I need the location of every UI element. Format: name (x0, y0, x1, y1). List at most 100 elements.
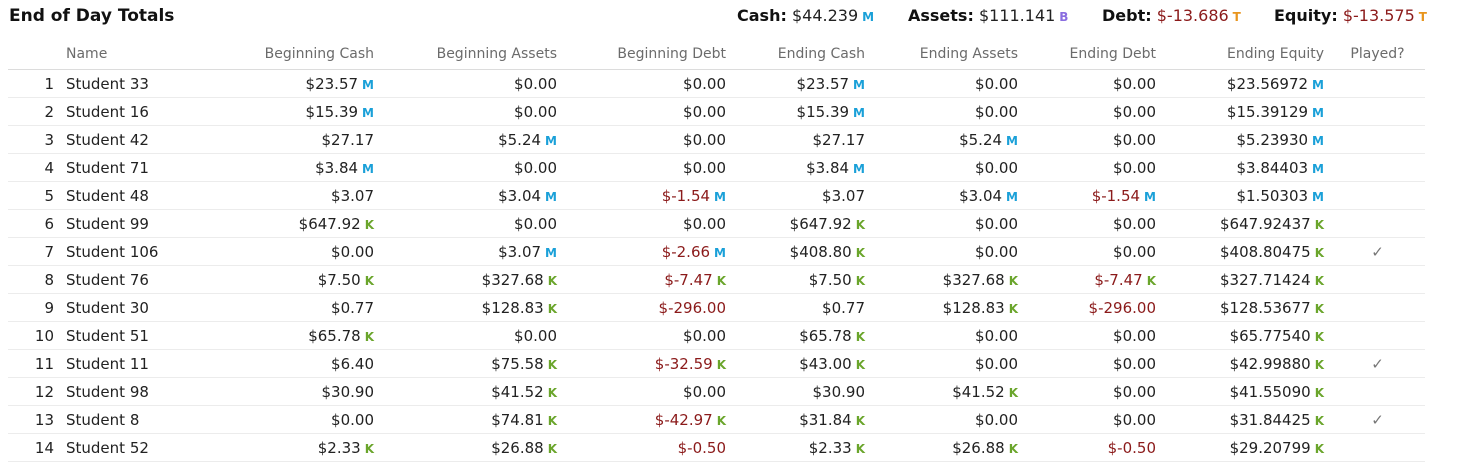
cell-beginning-assets-value: $128.83 (481, 298, 544, 317)
cell-played: ✓ (1330, 237, 1425, 266)
cell-ending-equity-mark: K (1314, 441, 1324, 456)
column-header-name[interactable]: Name (60, 38, 190, 70)
cell-student-name: Student 71 (60, 153, 190, 182)
table-row[interactable]: 2 Student 16 $15.39 M $0.00 $0.00 $15.39 M $0.00… (8, 97, 1425, 126)
summary-cash-label: Cash: (737, 6, 787, 25)
cell-ending-cash: $7.50 K (732, 265, 871, 294)
cell-beginning-debt-value: $-32.59 (654, 354, 713, 373)
cell-beginning-assets-value: $75.58 (491, 354, 544, 373)
table-row[interactable]: 14 Student 52 $2.33 K $26.88 K $-0.50 $2.33 K $26… (8, 433, 1425, 462)
cell-row-number: 6 (8, 209, 60, 238)
cell-beginning-debt: $-32.59 K (563, 349, 732, 378)
cell-ending-cash: $0.77 (732, 293, 871, 322)
cell-student-name: Student 76 (60, 265, 190, 294)
column-header-beginning-cash[interactable]: Beginning Cash (190, 38, 380, 70)
cell-beginning-assets-mark: K (547, 301, 557, 316)
cell-ending-equity: $29.20799 K (1162, 433, 1330, 462)
cell-ending-debt: $0.00 (1024, 237, 1162, 266)
cell-ending-equity: $42.99880 K (1162, 349, 1330, 378)
cell-beginning-cash: $6.40 (190, 349, 380, 378)
table-row[interactable]: 12 Student 98 $30.90 $41.52 K $0.00 $30.90 $41.… (8, 377, 1425, 406)
cell-beginning-assets-value: $0.00 (514, 102, 557, 121)
table-row[interactable]: 8 Student 76 $7.50 K $327.68 K $-7.47 K $7.50 K $3… (8, 265, 1425, 294)
cell-beginning-debt-value: $0.00 (683, 382, 726, 401)
column-header-ending-assets[interactable]: Ending Assets (871, 38, 1024, 70)
cell-ending-cash-value: $43.00 (799, 354, 852, 373)
table-row[interactable]: 5 Student 48 $3.07 $3.04 M $-1.54 M $3.07 $3.04 M… (8, 181, 1425, 210)
cell-beginning-cash: $7.50 K (190, 265, 380, 294)
cell-ending-equity-mark: M (1312, 161, 1324, 176)
table-row[interactable]: 4 Student 71 $3.84 M $0.00 $0.00 $3.84 M $0.00 $0… (8, 153, 1425, 182)
cell-beginning-cash-value: $3.07 (331, 186, 374, 205)
cell-beginning-cash-value: $3.84 (315, 158, 359, 177)
totals-header: End of Day Totals Cash: $44.239 M Assets:… (0, 0, 1461, 36)
cell-ending-cash: $647.92 K (732, 209, 871, 238)
cell-student-name: Student 30 (60, 293, 190, 322)
cell-beginning-assets-value: $74.81 (491, 410, 544, 429)
cell-beginning-assets: $0.00 (380, 97, 563, 126)
cell-ending-cash-value: $647.92 (789, 214, 852, 233)
cell-beginning-cash-value: $6.40 (331, 354, 374, 373)
column-header-beginning-debt[interactable]: Beginning Debt (563, 38, 732, 70)
cell-beginning-cash-value: $15.39 (305, 102, 359, 121)
cell-ending-cash-value: $7.50 (808, 270, 852, 289)
summary-equity-value: $-13.575 (1342, 6, 1415, 25)
cell-beginning-debt: $-1.54 M (563, 181, 732, 210)
cell-ending-equity-value: $23.56972 (1226, 74, 1309, 93)
cell-played (1330, 153, 1425, 182)
cell-row-number: 3 (8, 125, 60, 154)
cell-beginning-assets: $0.00 (380, 321, 563, 350)
cell-beginning-assets: $0.00 (380, 209, 563, 238)
cell-beginning-debt-value: $-296.00 (658, 298, 726, 317)
table-row[interactable]: 7 Student 106 $0.00 $3.07 M $-2.66 M $408.80 K $0… (8, 237, 1425, 266)
cell-played (1330, 377, 1425, 406)
cell-beginning-assets: $128.83 K (380, 293, 563, 322)
table-row[interactable]: 13 Student 8 $0.00 $74.81 K $-42.97 K $31.84 K $0… (8, 405, 1425, 434)
cell-beginning-assets-mark: M (545, 189, 557, 204)
cell-ending-assets-mark: M (1006, 133, 1018, 148)
cell-beginning-assets-value: $3.04 (498, 186, 542, 205)
cell-ending-equity-value: $327.71424 (1220, 270, 1311, 289)
cell-beginning-debt: $0.00 (563, 125, 732, 154)
table-row[interactable]: 9 Student 30 $0.77 $128.83 K $-296.00 $0.77 $12… (8, 293, 1425, 322)
table-row[interactable]: 11 Student 11 $6.40 $75.58 K $-32.59 K $43.00 K $… (8, 349, 1425, 378)
cell-ending-equity-mark: K (1314, 357, 1324, 372)
cell-row-number: 13 (8, 405, 60, 434)
summary-assets-mark: B (1059, 10, 1069, 24)
cell-ending-equity-mark: K (1314, 385, 1324, 400)
column-header-ending-debt[interactable]: Ending Debt (1024, 38, 1162, 70)
cell-ending-assets-value: $0.00 (975, 102, 1018, 121)
cell-ending-equity-value: $29.20799 (1229, 438, 1311, 457)
table-row[interactable]: 3 Student 42 $27.17 $5.24 M $0.00 $27.17 $5.24 M… (8, 125, 1425, 154)
cell-beginning-assets-value: $327.68 (481, 270, 544, 289)
summary-cash-mark: M (862, 10, 875, 24)
cell-ending-equity-mark: K (1314, 329, 1324, 344)
cell-beginning-assets: $5.24 M (380, 125, 563, 154)
cell-beginning-debt: $-7.47 K (563, 265, 732, 294)
cell-played (1330, 181, 1425, 210)
cell-ending-assets: $0.00 (871, 237, 1024, 266)
cell-row-number: 7 (8, 237, 60, 266)
cell-ending-equity-value: $3.84403 (1236, 158, 1309, 177)
cell-ending-equity: $23.56972 M (1162, 69, 1330, 98)
cell-beginning-assets: $3.07 M (380, 237, 563, 266)
cell-beginning-cash-value: $647.92 (298, 214, 361, 233)
cell-beginning-assets-value: $3.07 (498, 242, 542, 261)
cell-ending-cash-value: $408.80 (789, 242, 852, 261)
cell-ending-equity-mark: K (1314, 217, 1324, 232)
cell-ending-debt-value: $0.00 (1113, 382, 1156, 401)
column-header-played[interactable]: Played? (1330, 38, 1425, 70)
summary-debt-label: Debt: (1102, 6, 1152, 25)
cell-ending-debt-value: $-0.50 (1107, 438, 1156, 457)
cell-ending-assets-mark: K (1008, 385, 1018, 400)
table-row[interactable]: 6 Student 99 $647.92 K $0.00 $0.00 $647.92 K $0.… (8, 209, 1425, 238)
table-row[interactable]: 1 Student 33 $23.57 M $0.00 $0.00 $23.57 M $0.00… (8, 69, 1425, 98)
column-header-ending-equity[interactable]: Ending Equity (1162, 38, 1330, 70)
totals-table: Name Beginning Cash Beginning Assets Beg… (8, 38, 1425, 462)
table-row[interactable]: 10 Student 51 $65.78 K $0.00 $0.00 $65.78 K $0.0… (8, 321, 1425, 350)
cell-beginning-debt: $-0.50 (563, 433, 732, 462)
checkmark-icon: ✓ (1371, 410, 1384, 429)
column-header-ending-cash[interactable]: Ending Cash (732, 38, 871, 70)
cell-beginning-debt-value: $-0.50 (677, 438, 726, 457)
column-header-beginning-assets[interactable]: Beginning Assets (380, 38, 563, 70)
